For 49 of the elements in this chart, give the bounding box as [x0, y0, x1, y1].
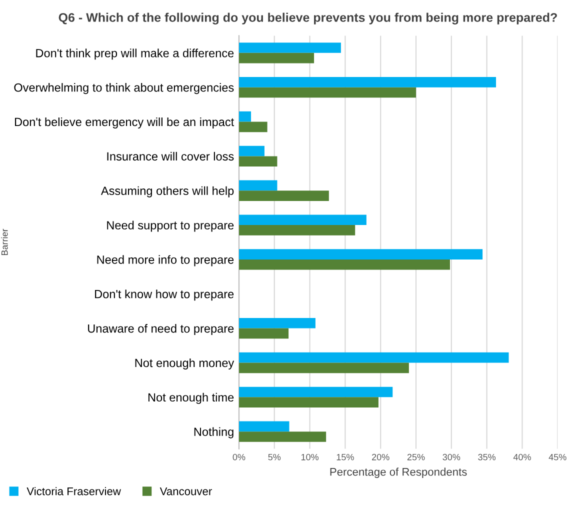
bar: [238, 146, 264, 156]
bar: [238, 42, 341, 53]
x-tick-label: 30%: [442, 454, 460, 460]
x-tick-label: 20%: [372, 454, 390, 460]
bar: [238, 111, 252, 122]
legend-label: Vancouver: [160, 488, 212, 496]
bar: [238, 386, 393, 398]
bar: [238, 180, 278, 191]
x-tick-label: 10%: [301, 454, 318, 460]
bar: [238, 432, 326, 442]
y-tick-label: Insurance will cover loss: [107, 152, 234, 161]
bar: [238, 249, 483, 260]
y-tick-label: Need more info to prepare: [97, 255, 234, 266]
y-tick-label: Assuming others will help: [100, 186, 234, 198]
bar: [238, 328, 289, 339]
bar: [238, 352, 509, 363]
y-axis-title: Barrier: [1, 228, 8, 256]
y-tick-label: Nothing: [194, 427, 234, 438]
y-tick-label: Unaware of need to prepare: [88, 324, 234, 336]
y-tick-label: Overwhelming to think about emergencies: [14, 83, 234, 94]
bar: [238, 77, 496, 88]
y-tick-label: Not enough time: [148, 392, 234, 404]
x-tick-label: 5%: [268, 454, 281, 460]
chart-title: Q6 - Which of the following do you believe prevents you from being more prepared?: [58, 12, 557, 24]
bar: [238, 122, 268, 132]
x-tick-label: 35%: [478, 454, 496, 460]
bar: [238, 214, 366, 226]
x-tick-label: 0%: [232, 454, 246, 460]
y-tick-label: Don't think prep will make a difference: [36, 48, 234, 60]
x-tick-label: 15%: [336, 454, 354, 460]
x-tick-label: 25%: [407, 454, 425, 460]
y-tick-label: Need support to prepare: [107, 220, 234, 232]
bar: [238, 52, 314, 64]
bar: [238, 87, 416, 98]
bar: [238, 190, 329, 201]
y-tick-label: Don't believe emergency will be an impact: [14, 117, 234, 128]
bar: [238, 421, 290, 432]
bar: [238, 318, 316, 328]
bar: [238, 259, 450, 270]
bar: [238, 362, 409, 374]
bar: [238, 156, 278, 167]
y-tick-label: Don't know how to prepare: [95, 290, 234, 301]
bar: [238, 397, 378, 408]
x-tick-label: 40%: [513, 454, 531, 460]
bar: [238, 225, 356, 236]
y-tick-label: Not enough money: [135, 358, 234, 370]
x-axis-title: Percentage of Respondents: [330, 468, 467, 478]
x-tick-label: 45%: [548, 454, 566, 460]
legend-label: Victoria Fraserview: [26, 487, 121, 496]
